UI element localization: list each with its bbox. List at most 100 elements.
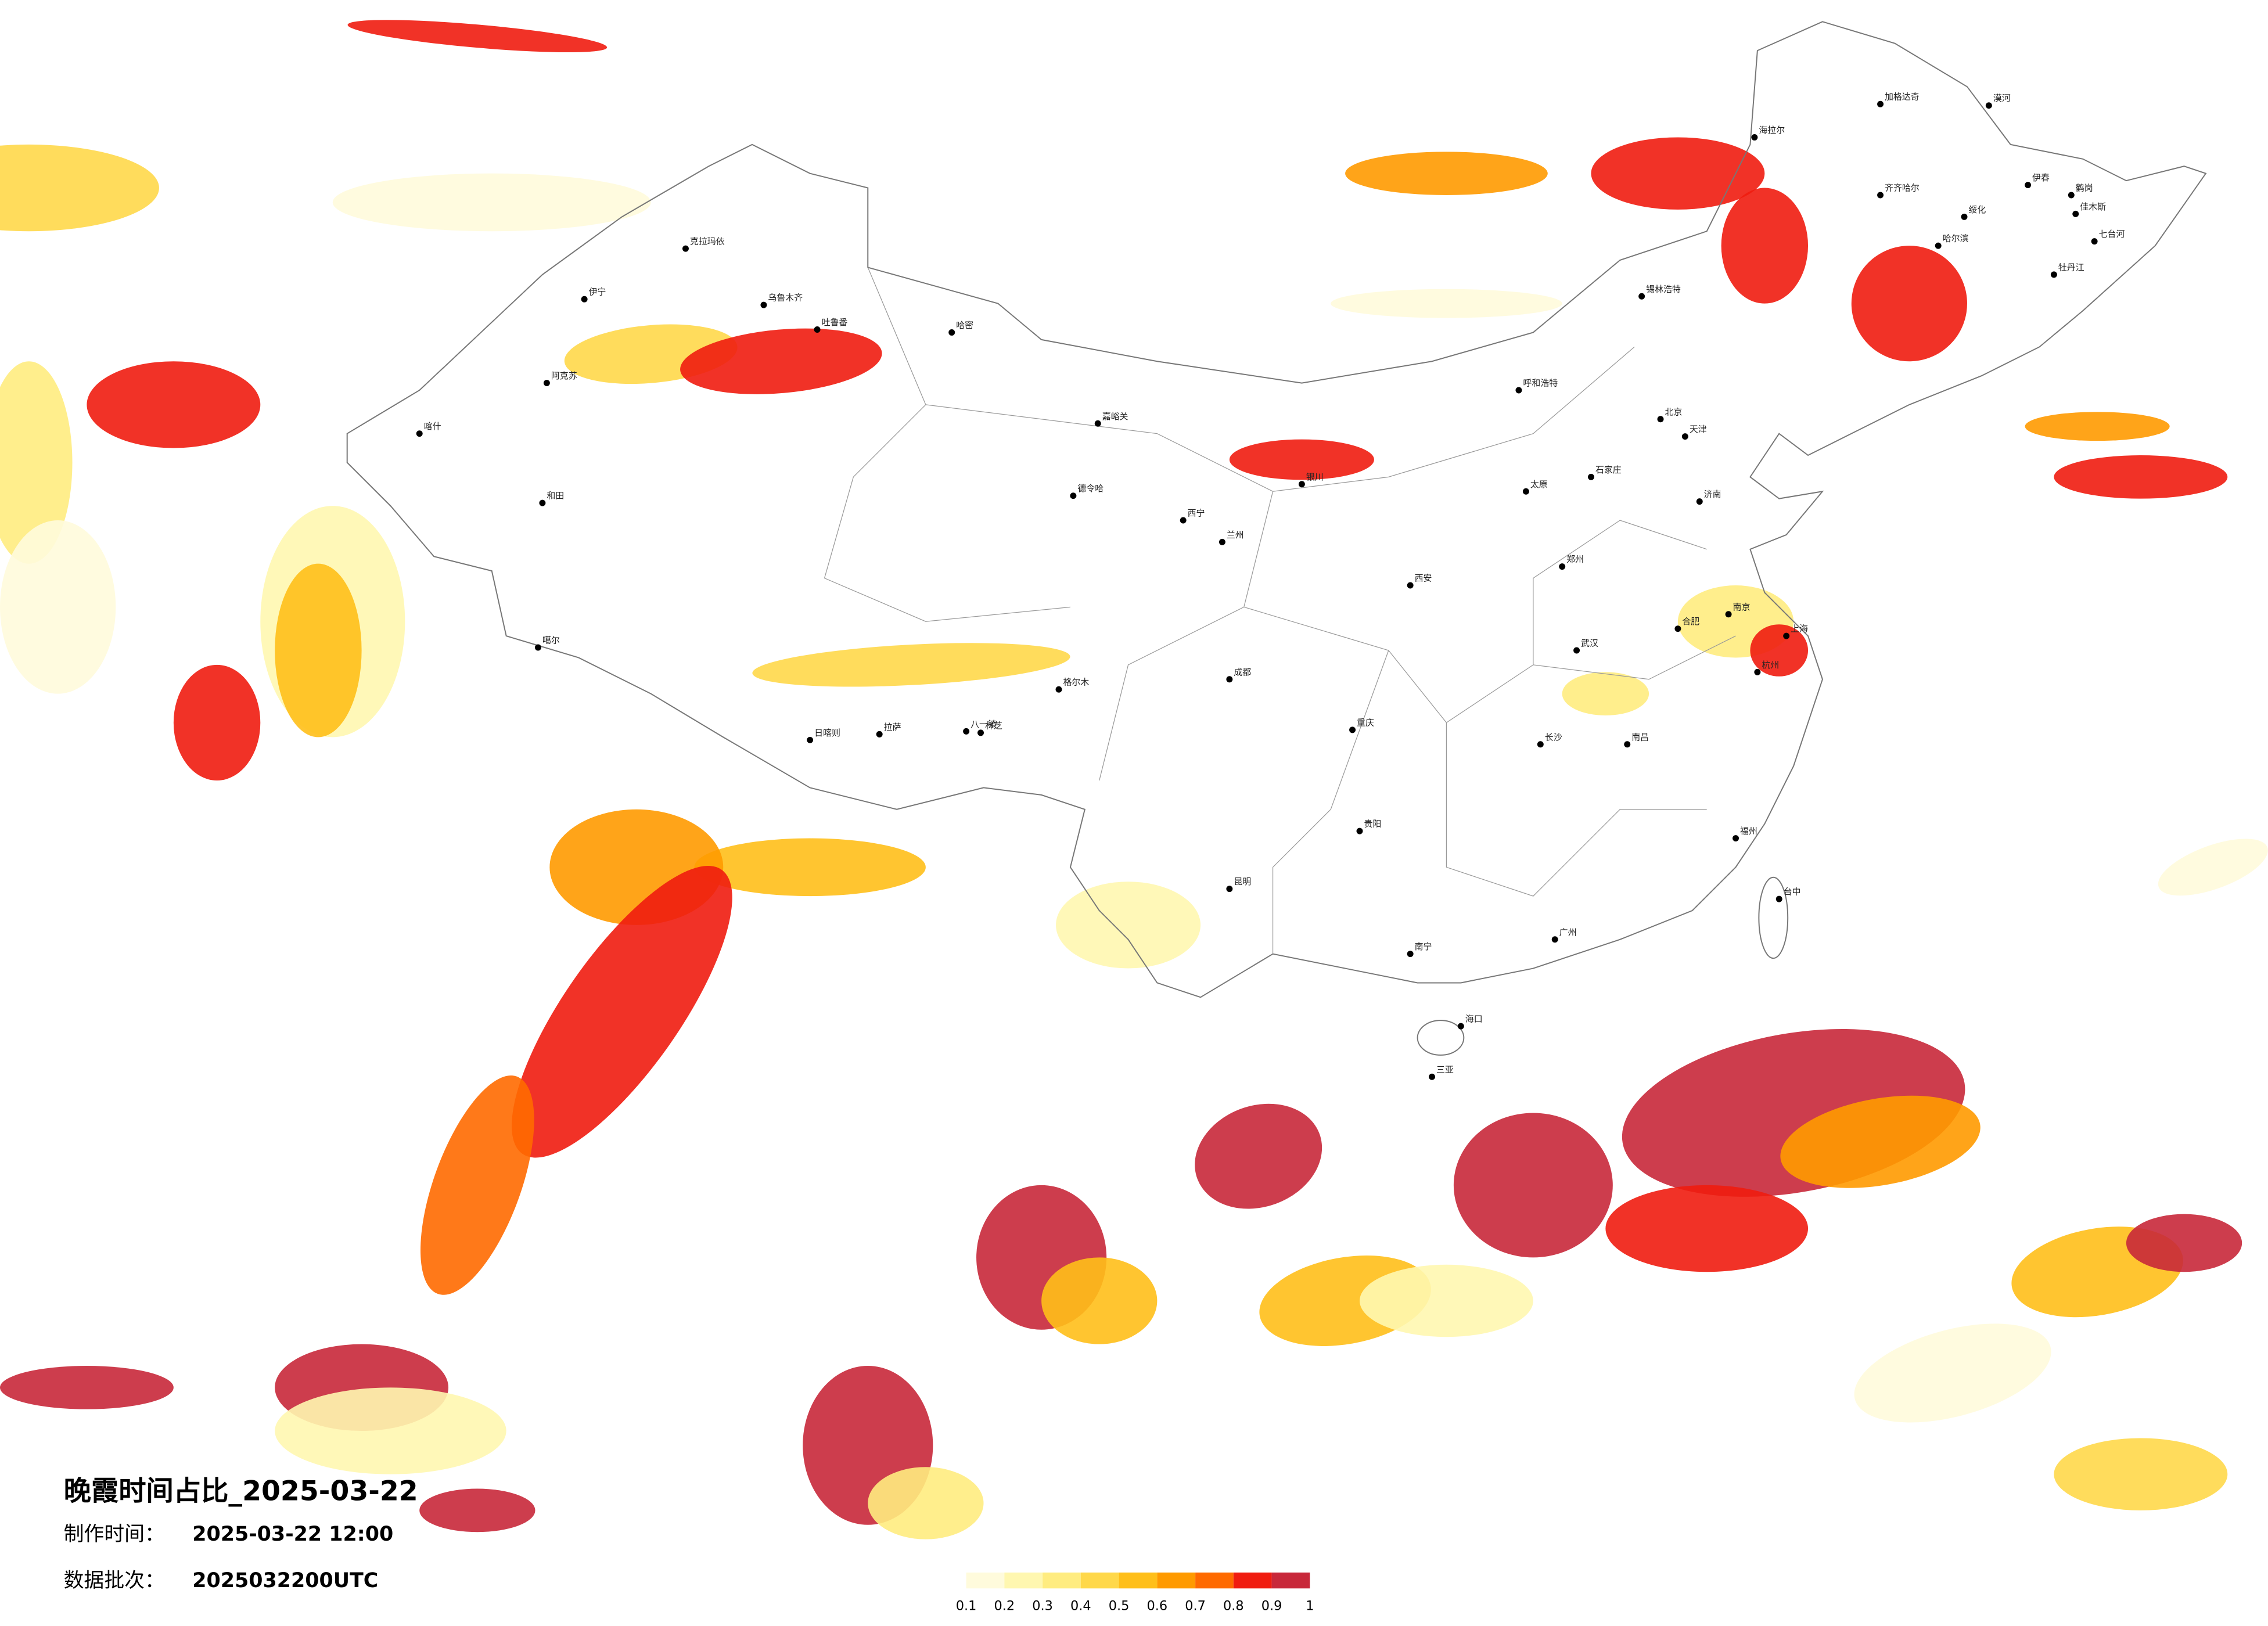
city-dot <box>1055 686 1062 693</box>
city-dot <box>977 729 984 736</box>
cloud-patch <box>419 1488 535 1533</box>
city-dot <box>1407 951 1414 958</box>
city-dot <box>1457 1023 1464 1030</box>
cloud-patch <box>694 838 926 897</box>
city-label: 德令哈 <box>1077 483 1104 494</box>
city-dot <box>1226 886 1233 893</box>
city-dot <box>1877 192 1884 199</box>
city-label: 哈密 <box>956 320 973 330</box>
cloud-patch <box>0 144 159 232</box>
city-label: 上海 <box>1791 624 1808 634</box>
city-label: 克拉玛依 <box>690 236 725 247</box>
legend-tick-label: 0.1 <box>956 1599 977 1614</box>
legend-swatch <box>1195 1572 1234 1589</box>
city-dot <box>1429 1073 1436 1080</box>
city-label: 福州 <box>1740 826 1757 836</box>
city-label: 拉萨 <box>884 722 901 732</box>
city-label: 成都 <box>1234 667 1251 677</box>
legend-tick-label: 1 <box>1306 1599 1314 1614</box>
city-dot <box>416 430 423 437</box>
cloud-patch <box>1453 1113 1613 1258</box>
city-dot <box>1094 420 1101 427</box>
province-lines <box>824 267 1736 954</box>
city-label: 武汉 <box>1581 638 1598 649</box>
city-label: 济南 <box>1704 489 1721 499</box>
cloud-patch <box>2158 839 2268 896</box>
city-dot <box>1559 563 1566 570</box>
city-label: 三亚 <box>1436 1064 1454 1075</box>
city-dot <box>1935 242 1942 249</box>
city-dot <box>1515 387 1522 394</box>
city-dot <box>1674 625 1681 632</box>
legend-swatch <box>1119 1572 1158 1589</box>
city-dot <box>963 728 970 735</box>
city-label: 喀什 <box>424 421 441 431</box>
city-dot <box>2025 182 2032 189</box>
city-label: 兰州 <box>1227 530 1244 540</box>
city-label: 七台河 <box>2099 229 2125 239</box>
city-label: 佳木斯 <box>2080 202 2106 212</box>
city-dot <box>814 326 821 333</box>
city-dot <box>1349 726 1356 733</box>
city-dot <box>1573 647 1580 654</box>
legend-swatch <box>966 1572 1005 1589</box>
cloud-patch <box>868 1467 984 1539</box>
city-dot <box>1070 492 1077 499</box>
cloud-patch <box>1056 882 1201 969</box>
cloud-patch <box>1605 1185 1809 1272</box>
city-label: 噶尔 <box>542 635 560 646</box>
legend-tick-label: 0.7 <box>1185 1599 1206 1614</box>
city-dot <box>876 731 883 738</box>
city-label: 齐齐哈尔 <box>1885 183 1920 193</box>
city-label: 银川 <box>1306 472 1324 482</box>
cloud-patch <box>1851 246 1967 362</box>
country-outline <box>346 21 2207 998</box>
city-dot <box>1522 488 1529 495</box>
city-label: 西安 <box>1415 573 1432 584</box>
city-label: 嘉峪关 <box>1102 411 1128 422</box>
city-label: 郑州 <box>1566 554 1584 564</box>
city-label: 呼和浩特 <box>1523 378 1558 388</box>
legend-tick-label: 0.9 <box>1261 1599 1282 1614</box>
city-dot <box>1754 668 1761 675</box>
city-label: 南宁 <box>1415 941 1432 952</box>
city-dot <box>1657 416 1664 423</box>
city-label: 杭州 <box>1762 660 1779 670</box>
cloud-patch <box>512 865 732 1158</box>
city-label: 日喀则 <box>814 728 840 738</box>
city-dot <box>2050 271 2057 278</box>
cloud-patch <box>752 643 1070 687</box>
legend-tick-label: 0.2 <box>994 1599 1015 1614</box>
city-label: 海口 <box>1465 1014 1483 1024</box>
city-dot <box>1775 895 1782 902</box>
legend-tick-label: 0.8 <box>1223 1599 1244 1614</box>
city-label: 阿克苏 <box>551 370 577 381</box>
city-dot <box>1985 102 1992 109</box>
city-label: 八一镇 <box>971 719 997 729</box>
city-dot <box>2068 192 2075 199</box>
city-dot <box>1537 741 1544 748</box>
cloud-patch <box>1750 624 1809 677</box>
city-dot <box>948 329 955 336</box>
map-title: 晚霞时间占比_2025-03-22 <box>64 1475 418 1507</box>
cloud-patch <box>332 173 651 232</box>
cloud-patch <box>1195 1103 1322 1209</box>
city-dot <box>534 644 541 651</box>
cloud-patch <box>2054 1438 2228 1510</box>
city-label: 合肥 <box>1682 616 1699 627</box>
city-dot <box>1587 473 1594 480</box>
city-label: 天津 <box>1690 424 1707 434</box>
legend-tick-label: 0.4 <box>1070 1599 1091 1614</box>
city-dot <box>760 301 767 308</box>
city-label: 哈尔滨 <box>1943 233 1969 244</box>
city-label: 北京 <box>1665 406 1682 417</box>
city-dot <box>1733 835 1739 842</box>
cloud-patch <box>1331 289 1562 318</box>
city-dot <box>1624 741 1631 748</box>
city-dot <box>1638 293 1645 300</box>
city-label: 长沙 <box>1545 732 1562 742</box>
city-label: 加格达奇 <box>1885 92 1920 102</box>
city-dot <box>1407 582 1414 589</box>
city-dot <box>1681 433 1688 440</box>
